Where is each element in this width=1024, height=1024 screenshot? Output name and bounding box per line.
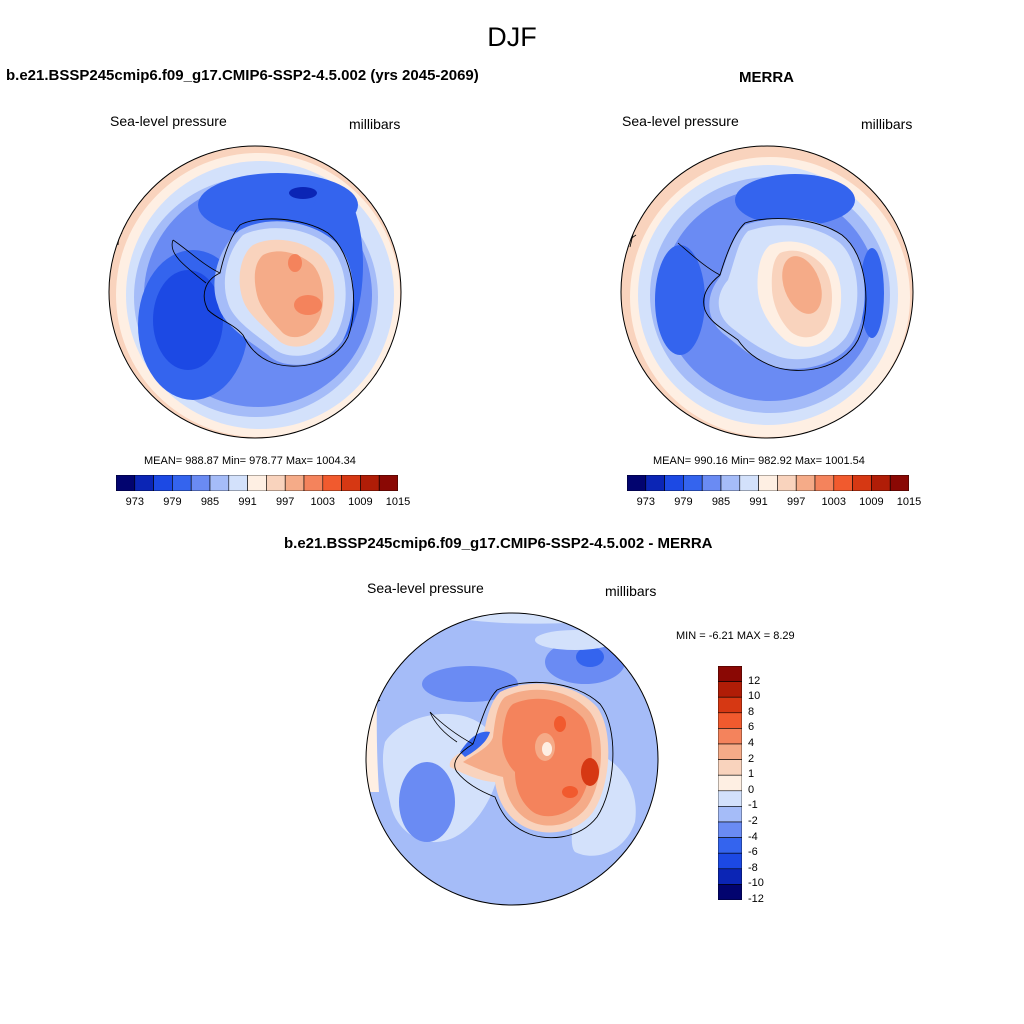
obs-variable-label: Sea-level pressure bbox=[622, 113, 739, 129]
colorbar-tick-label: -2 bbox=[748, 815, 758, 827]
model-stats: MEAN= 988.87 Min= 978.77 Max= 1004.34 bbox=[144, 455, 356, 467]
diff-units-label: millibars bbox=[605, 583, 657, 599]
colorbar-swatch bbox=[833, 475, 853, 491]
diff-panel-title: b.e21.BSSP245cmip6.f09_g17.CMIP6-SSP2-4.… bbox=[284, 535, 713, 552]
colorbar-tick-label: -12 bbox=[748, 893, 764, 905]
colorbar-swatch bbox=[718, 743, 742, 760]
colorbar-swatch bbox=[284, 475, 305, 491]
colorbar-tick-label: 997 bbox=[276, 496, 295, 508]
obs-stats: MEAN= 990.16 Min= 982.92 Max= 1001.54 bbox=[653, 455, 865, 467]
colorbar-tick-label: 6 bbox=[748, 721, 755, 734]
colorbar-swatch bbox=[720, 475, 741, 491]
colorbar-swatch bbox=[701, 475, 722, 491]
colorbar-tick-label: 991 bbox=[238, 496, 257, 508]
colorbar-tick-label: 997 bbox=[787, 496, 806, 508]
obs-colorbar bbox=[627, 475, 909, 491]
colorbar-swatch bbox=[718, 806, 742, 823]
colorbar-swatch bbox=[718, 728, 742, 745]
colorbar-swatch bbox=[718, 759, 742, 776]
figure-title: DJF bbox=[487, 22, 537, 52]
obs-units-label: millibars bbox=[861, 116, 913, 132]
colorbar-swatch bbox=[322, 475, 342, 491]
colorbar-swatch bbox=[718, 681, 742, 698]
colorbar-tick-label: 979 bbox=[163, 496, 182, 508]
colorbar-swatch bbox=[153, 475, 173, 491]
colorbar-tick-label: 12 bbox=[748, 674, 761, 687]
colorbar-swatch bbox=[645, 475, 665, 491]
colorbar-tick-label: -10 bbox=[748, 877, 764, 890]
colorbar-swatch bbox=[116, 475, 136, 491]
colorbar-tick-label: 985 bbox=[711, 496, 731, 508]
colorbar-swatch bbox=[718, 837, 742, 854]
colorbar-swatch bbox=[209, 475, 230, 491]
diff-variable-label: Sea-level pressure bbox=[367, 580, 484, 596]
colorbar-tick-label: 991 bbox=[749, 496, 768, 508]
colorbar-tick-label: 1003 bbox=[821, 496, 847, 508]
colorbar-swatch bbox=[814, 475, 835, 491]
colorbar-tick-label: 973 bbox=[125, 496, 144, 508]
colorbar-swatch bbox=[266, 475, 286, 491]
colorbar-swatch bbox=[718, 868, 742, 885]
obs-slp-map bbox=[620, 145, 914, 439]
colorbar-swatch bbox=[718, 774, 742, 792]
colorbar-swatch bbox=[341, 475, 361, 491]
colorbar-swatch bbox=[172, 475, 192, 491]
colorbar-swatch bbox=[852, 475, 872, 491]
colorbar-tick-label: 973 bbox=[636, 496, 655, 508]
colorbar-swatch bbox=[247, 475, 267, 491]
colorbar-swatch bbox=[889, 475, 909, 491]
colorbar-tick-label: 0 bbox=[748, 783, 755, 796]
diff-colorbar-ticks: 12 10 8 6 4 2 1 0 -1 -2 -4 -6 -8 -10 -12 bbox=[748, 666, 788, 905]
colorbar-tick-label: 1015 bbox=[896, 496, 922, 508]
colorbar-tick-label: 985 bbox=[200, 496, 220, 508]
colorbar-tick-label: 979 bbox=[674, 496, 693, 508]
colorbar-swatch bbox=[777, 475, 797, 491]
colorbar-tick-label: -8 bbox=[748, 861, 758, 874]
colorbar-tick-label: 2 bbox=[748, 752, 755, 765]
colorbar-tick-label: 8 bbox=[748, 705, 755, 718]
model-colorbar bbox=[116, 475, 398, 491]
colorbar-swatch bbox=[664, 475, 684, 491]
model-panel-title: b.e21.BSSP245cmip6.f09_g17.CMIP6-SSP2-4.… bbox=[6, 67, 479, 84]
colorbar-tick-label: 1 bbox=[748, 768, 755, 781]
colorbar-swatch bbox=[627, 475, 647, 491]
colorbar-tick-label: -4 bbox=[748, 830, 758, 843]
diff-stats: MIN = -6.21 MAX = 8.29 bbox=[676, 630, 795, 642]
colorbar-swatch bbox=[378, 475, 398, 491]
colorbar-tick-label: 1015 bbox=[385, 496, 411, 508]
diff-slp-map bbox=[365, 612, 659, 906]
colorbar-tick-label: 1003 bbox=[310, 496, 336, 508]
colorbar-swatch bbox=[360, 475, 380, 491]
colorbar-swatch bbox=[683, 475, 703, 491]
colorbar-swatch bbox=[718, 790, 742, 807]
colorbar-tick-label: -6 bbox=[748, 846, 758, 859]
obs-panel-title: MERRA bbox=[739, 69, 794, 86]
model-slp-map bbox=[108, 145, 402, 439]
colorbar-swatch bbox=[228, 475, 248, 491]
colorbar-swatch bbox=[718, 852, 742, 870]
colorbar-swatch bbox=[718, 712, 742, 729]
colorbar-swatch bbox=[718, 696, 742, 714]
diff-colorbar bbox=[718, 666, 742, 900]
colorbar-swatch bbox=[758, 475, 778, 491]
colorbar-swatch bbox=[190, 475, 211, 491]
model-units-label: millibars bbox=[349, 116, 401, 132]
colorbar-swatch bbox=[739, 475, 759, 491]
colorbar-swatch bbox=[718, 884, 742, 900]
colorbar-tick-label: 1009 bbox=[348, 496, 373, 508]
colorbar-tick-label: 10 bbox=[748, 690, 761, 703]
colorbar-swatch bbox=[303, 475, 324, 491]
colorbar-tick-label: 1009 bbox=[859, 496, 884, 508]
colorbar-swatch bbox=[871, 475, 891, 491]
obs-colorbar-ticks: 973 979 985 991 997 1003 1009 1015 bbox=[627, 496, 922, 510]
colorbar-swatch bbox=[795, 475, 816, 491]
colorbar-swatch bbox=[718, 666, 742, 682]
colorbar-tick-label: -1 bbox=[748, 799, 758, 812]
colorbar-tick-label: 4 bbox=[748, 737, 755, 749]
colorbar-swatch bbox=[718, 821, 742, 838]
model-colorbar-ticks: 973 979 985 991 997 1003 1009 1015 bbox=[116, 496, 411, 510]
colorbar-swatch bbox=[134, 475, 154, 491]
model-variable-label: Sea-level pressure bbox=[110, 113, 227, 129]
